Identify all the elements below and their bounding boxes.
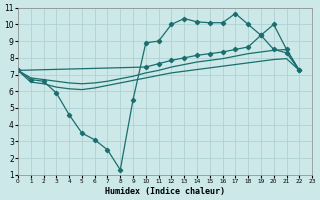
X-axis label: Humidex (Indice chaleur): Humidex (Indice chaleur) [105, 187, 225, 196]
